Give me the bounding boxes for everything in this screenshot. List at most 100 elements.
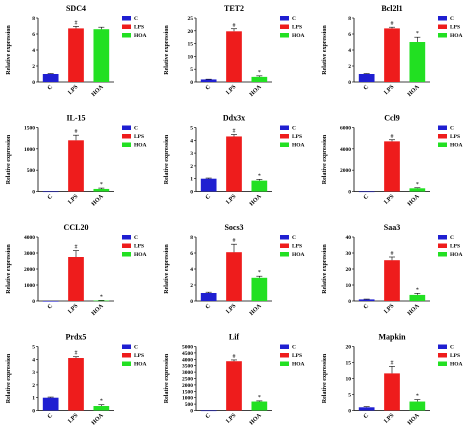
- y-tick-label: 5: [190, 67, 193, 73]
- significance-mark: *: [100, 182, 103, 188]
- x-category-label: HOA: [91, 84, 105, 98]
- y-tick-label: 500: [27, 168, 36, 174]
- y-tick-label: 2: [190, 283, 193, 289]
- y-tick-label: 2: [32, 383, 35, 389]
- chart-title: Saa3: [384, 223, 400, 232]
- legend-swatch-c: [280, 125, 289, 130]
- legend-swatch-c: [438, 16, 447, 21]
- y-axis-label: Relative expression: [322, 134, 328, 184]
- y-tick-label: 4500: [182, 351, 193, 357]
- y-tick-label: 8: [190, 235, 193, 241]
- x-category-label: LPS: [225, 303, 237, 315]
- y-tick-label: 1: [190, 177, 193, 183]
- chart-title: Lif: [229, 333, 240, 342]
- x-category-label: LPS: [67, 84, 79, 96]
- significance-mark: #: [391, 21, 394, 27]
- bar-lps: [384, 373, 400, 411]
- chart-title: Ccl9: [384, 114, 400, 123]
- legend-swatch-lps: [438, 134, 447, 139]
- legend-swatch-hoa: [280, 361, 289, 366]
- y-axis-label: Relative expression: [322, 25, 328, 75]
- y-tick-label: 6: [32, 32, 35, 38]
- x-category-label: HOA: [407, 303, 421, 317]
- legend-swatch-lps: [438, 24, 447, 29]
- legend-label: HOA: [134, 143, 147, 149]
- legend-swatch-lps: [122, 353, 131, 358]
- bar-lps: [226, 136, 242, 192]
- significance-mark: *: [258, 395, 261, 401]
- legend-swatch-hoa: [438, 252, 447, 257]
- y-tick-label: 2: [32, 64, 35, 70]
- x-category-label: LPS: [225, 412, 237, 424]
- bar-lps: [384, 141, 400, 192]
- chart-panel-mapkin: Mapkin Relative expression 0 5 10 15 20 C # LPS * H…: [322, 333, 463, 427]
- y-tick-label: 1000: [24, 283, 35, 289]
- y-tick-label: 1000: [182, 396, 193, 402]
- legend-label: LPS: [292, 244, 302, 250]
- significance-mark: #: [391, 251, 394, 257]
- y-tick-label: 1000: [24, 147, 35, 153]
- bar-c: [358, 74, 375, 82]
- bar-hoa: [93, 188, 110, 192]
- y-tick-label: 4: [32, 357, 35, 363]
- chart-title: CCL20: [64, 223, 89, 232]
- x-category-label: LPS: [383, 193, 395, 205]
- y-tick-label: 5: [348, 393, 351, 399]
- bar-lps: [226, 252, 242, 301]
- y-tick-label: 0: [190, 190, 193, 196]
- x-category-label: HOA: [249, 303, 263, 317]
- legend-label: LPS: [450, 244, 460, 250]
- legend-swatch-hoa: [280, 33, 289, 38]
- x-category-label: C: [363, 303, 370, 310]
- y-tick-label: 20: [188, 29, 194, 35]
- x-category-label: C: [205, 413, 212, 420]
- bar-hoa: [251, 76, 268, 82]
- bar-c: [42, 300, 59, 302]
- y-tick-label: 4: [32, 48, 35, 54]
- y-axis-label: Relative expression: [164, 134, 170, 184]
- significance-mark: *: [416, 182, 419, 188]
- x-category-label: HOA: [91, 193, 105, 207]
- y-tick-label: 20: [346, 267, 352, 273]
- y-tick-label: 0: [190, 409, 193, 415]
- bar-c: [358, 407, 375, 411]
- x-category-label: C: [47, 303, 54, 310]
- y-tick-label: 1: [32, 396, 35, 402]
- y-tick-label: 8: [348, 16, 351, 22]
- x-category-label: C: [47, 194, 54, 201]
- legend-label: C: [450, 345, 454, 351]
- y-axis-label: Relative expression: [6, 244, 12, 294]
- x-category-label: LPS: [383, 84, 395, 96]
- bar-hoa: [251, 277, 268, 301]
- x-category-label: HOA: [407, 84, 421, 98]
- legend-swatch-hoa: [280, 142, 289, 147]
- legend-label: C: [134, 16, 138, 22]
- x-category-label: LPS: [225, 84, 237, 96]
- bar-lps: [384, 28, 400, 82]
- y-tick-label: 15: [188, 42, 194, 48]
- legend-label: LPS: [450, 353, 460, 359]
- significance-mark: #: [75, 245, 78, 251]
- y-tick-label: 0: [32, 409, 35, 415]
- x-category-label: LPS: [67, 193, 79, 205]
- bar-hoa: [93, 29, 110, 82]
- legend-label: HOA: [450, 33, 463, 39]
- x-category-label: HOA: [407, 412, 421, 426]
- y-tick-label: 0: [348, 409, 351, 415]
- legend-label: HOA: [450, 362, 463, 368]
- legend-swatch-hoa: [438, 142, 447, 147]
- chart-panel-tet2: TET2 Relative expression 0 5 10 15 20 25 C # LPS * H…: [164, 4, 305, 98]
- significance-mark: *: [100, 399, 103, 405]
- x-category-label: HOA: [407, 193, 421, 207]
- y-tick-label: 2000: [24, 267, 35, 273]
- legend-label: HOA: [292, 362, 305, 368]
- bar-hoa: [409, 294, 426, 301]
- bar-lps: [226, 361, 242, 411]
- legend-label: C: [450, 16, 454, 22]
- legend-label: HOA: [292, 33, 305, 39]
- legend-swatch-lps: [438, 353, 447, 358]
- x-category-label: C: [363, 194, 370, 201]
- y-tick-label: 1500: [24, 126, 35, 132]
